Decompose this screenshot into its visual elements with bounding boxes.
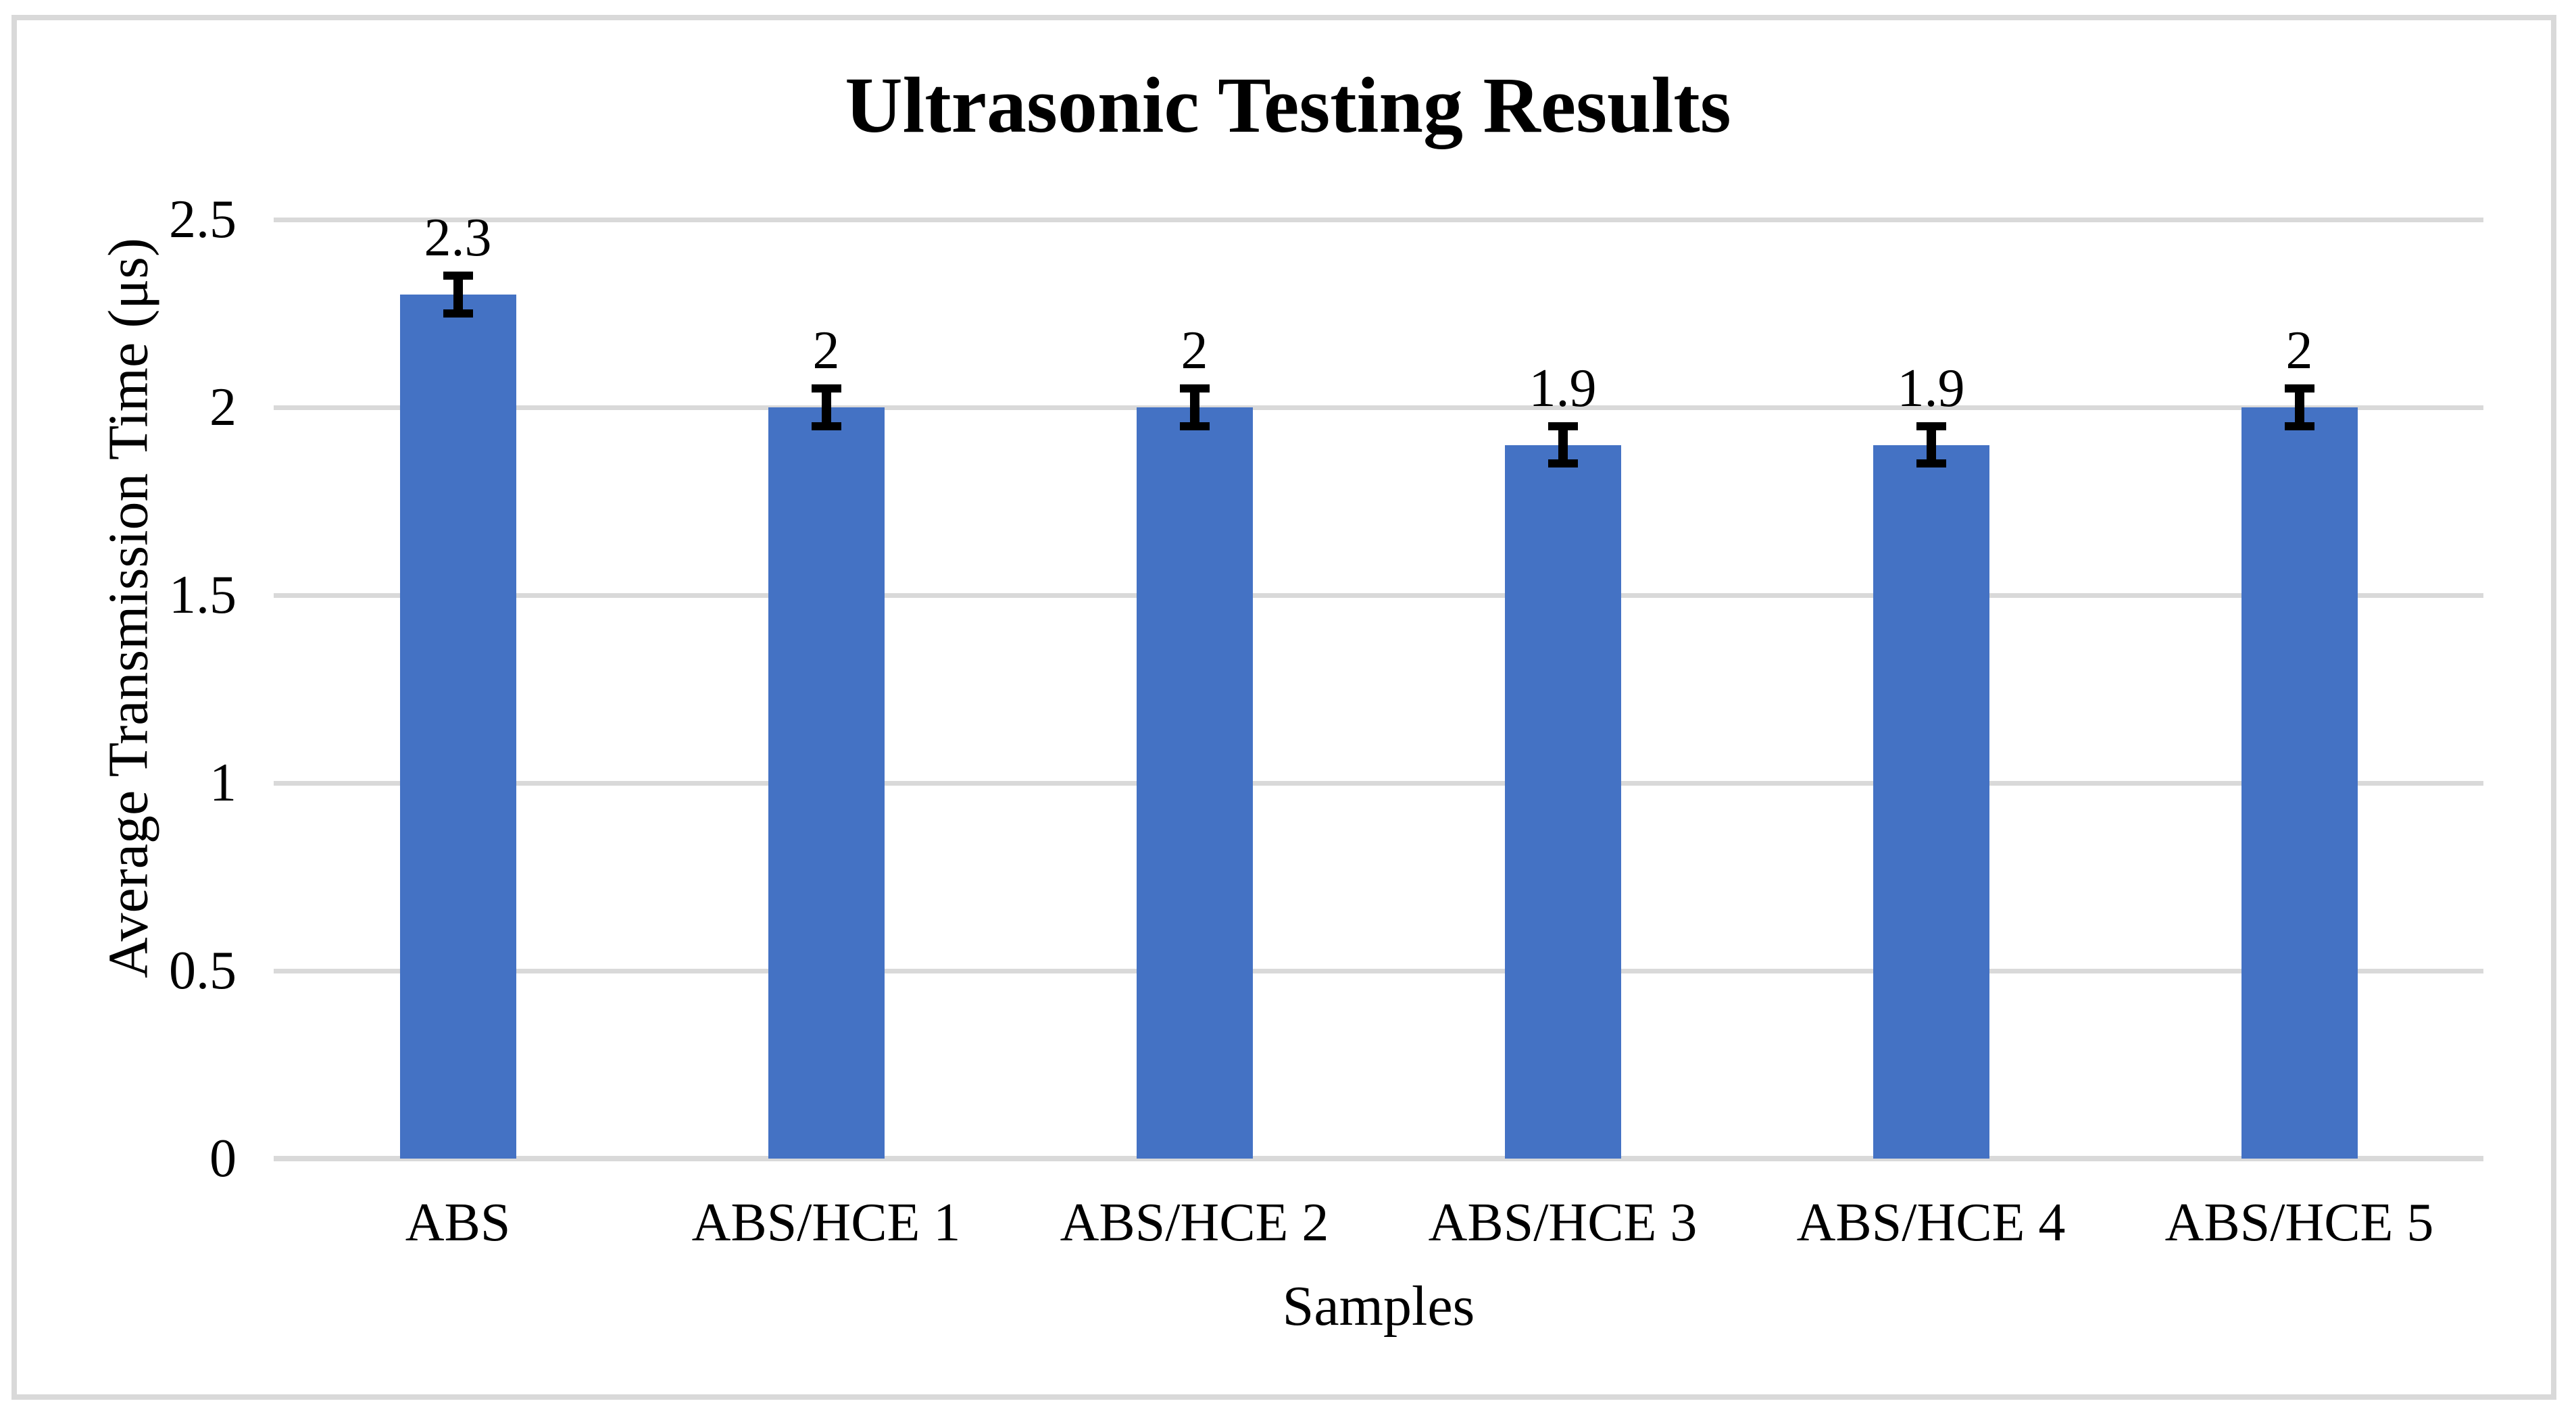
- category-label: ABS/HCE 2: [1060, 1193, 1329, 1252]
- error-bar-top-cap: [2284, 384, 2314, 393]
- bar: [1873, 445, 1989, 1159]
- error-bar-bottom-cap: [443, 309, 473, 318]
- error-bar-bottom-cap: [811, 422, 841, 430]
- error-bar-stem: [821, 388, 831, 426]
- error-bar-top-cap: [1179, 384, 1210, 393]
- category-label: ABS/HCE 4: [1796, 1193, 2066, 1252]
- value-label: 1.9: [1897, 358, 1965, 418]
- y-tick-label: 2: [209, 378, 237, 437]
- error-bar-stem: [1189, 388, 1199, 426]
- y-tick-label: 1.5: [169, 565, 237, 625]
- value-label: 2: [2285, 321, 2313, 381]
- category-label: ABS/HCE 3: [1428, 1193, 1698, 1252]
- bar: [399, 295, 516, 1159]
- error-bar-top-cap: [1547, 422, 1578, 430]
- error-bar-top-cap: [443, 272, 473, 280]
- error-bar-stem: [1558, 426, 1568, 464]
- error-bar-bottom-cap: [2284, 422, 2314, 430]
- gridline: [274, 780, 2483, 786]
- bar: [1504, 445, 1621, 1159]
- gridline: [274, 217, 2483, 222]
- error-bar-bottom-cap: [1916, 459, 1946, 468]
- bar: [1136, 407, 1253, 1159]
- category-label: ABS/HCE 5: [2164, 1193, 2434, 1252]
- value-label: 2: [812, 321, 840, 381]
- y-tick-label: 0.5: [169, 941, 237, 1001]
- x-axis-title: Samples: [1282, 1275, 1475, 1338]
- error-bar-top-cap: [1916, 422, 1946, 430]
- bar: [768, 407, 885, 1159]
- error-bar-bottom-cap: [1547, 459, 1578, 468]
- error-bar-stem: [2294, 388, 2304, 426]
- y-tick-label: 1: [209, 753, 237, 813]
- x-axis-line: [274, 1156, 2483, 1161]
- error-bar-stem: [1926, 426, 1936, 464]
- chart-title: Ultrasonic Testing Results: [845, 61, 1731, 149]
- error-bar-top-cap: [811, 384, 841, 393]
- category-label: ABS: [405, 1193, 511, 1252]
- y-tick-label: 0: [209, 1129, 237, 1188]
- value-label: 2.3: [424, 208, 492, 268]
- value-label: 1.9: [1529, 358, 1597, 418]
- y-tick-label: 2.5: [169, 190, 237, 249]
- gridline: [274, 405, 2483, 410]
- category-label: ABS/HCE 1: [691, 1193, 961, 1252]
- value-label: 2: [1181, 321, 1208, 381]
- gridline: [274, 592, 2483, 598]
- bar: [2241, 407, 2358, 1159]
- error-bar-bottom-cap: [1179, 422, 1210, 430]
- chart-border: [11, 15, 2556, 1400]
- error-bar-stem: [453, 276, 463, 313]
- gridline: [274, 968, 2483, 973]
